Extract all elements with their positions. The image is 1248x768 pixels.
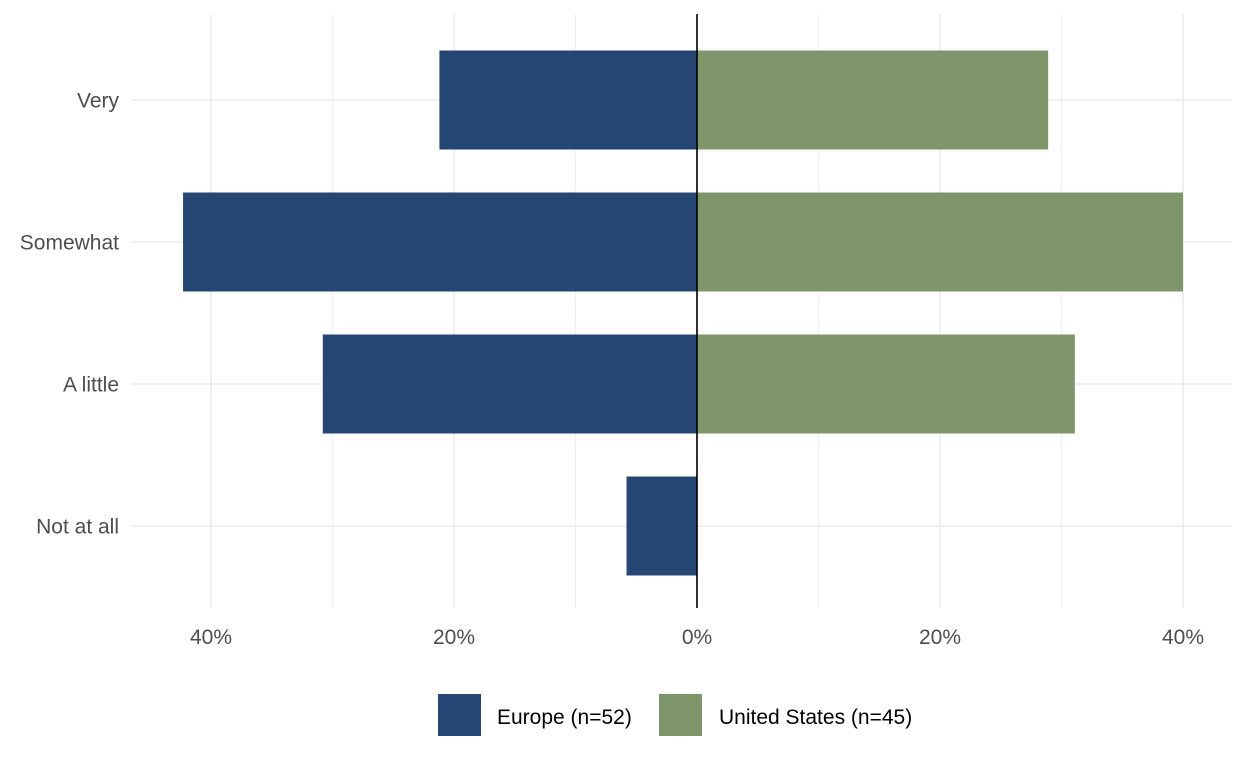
x-tick-label: 20% <box>919 626 961 649</box>
x-tick-label: 40% <box>1162 626 1204 649</box>
bar-europe-somewhat <box>183 192 697 292</box>
bar-europe-very <box>439 50 697 150</box>
x-axis-labels: 40% 20% 0% 20% 40% <box>190 626 1204 649</box>
bars <box>183 50 1183 576</box>
y-tick-label: Somewhat <box>20 232 119 255</box>
y-tick-label: Not at all <box>36 516 119 539</box>
bar-united-states-very <box>697 50 1049 150</box>
y-tick-label: Very <box>77 90 120 113</box>
legend: Europe (n=52) United States (n=45) <box>438 694 912 736</box>
bar-united-states-a-little <box>697 334 1075 434</box>
x-tick-label: 0% <box>682 626 712 649</box>
bar-europe-not-at-all <box>626 476 697 576</box>
legend-key-europe <box>438 694 481 736</box>
legend-label-europe: Europe (n=52) <box>497 706 632 729</box>
x-tick-label: 20% <box>433 626 475 649</box>
legend-key-united-states <box>659 694 702 736</box>
y-axis-labels: Very Somewhat A little Not at all <box>20 90 120 539</box>
bar-united-states-somewhat <box>697 192 1183 292</box>
y-tick-label: A little <box>63 374 119 397</box>
bar-europe-a-little <box>322 334 697 434</box>
legend-label-united-states: United States (n=45) <box>719 706 912 729</box>
x-tick-label: 40% <box>190 626 232 649</box>
